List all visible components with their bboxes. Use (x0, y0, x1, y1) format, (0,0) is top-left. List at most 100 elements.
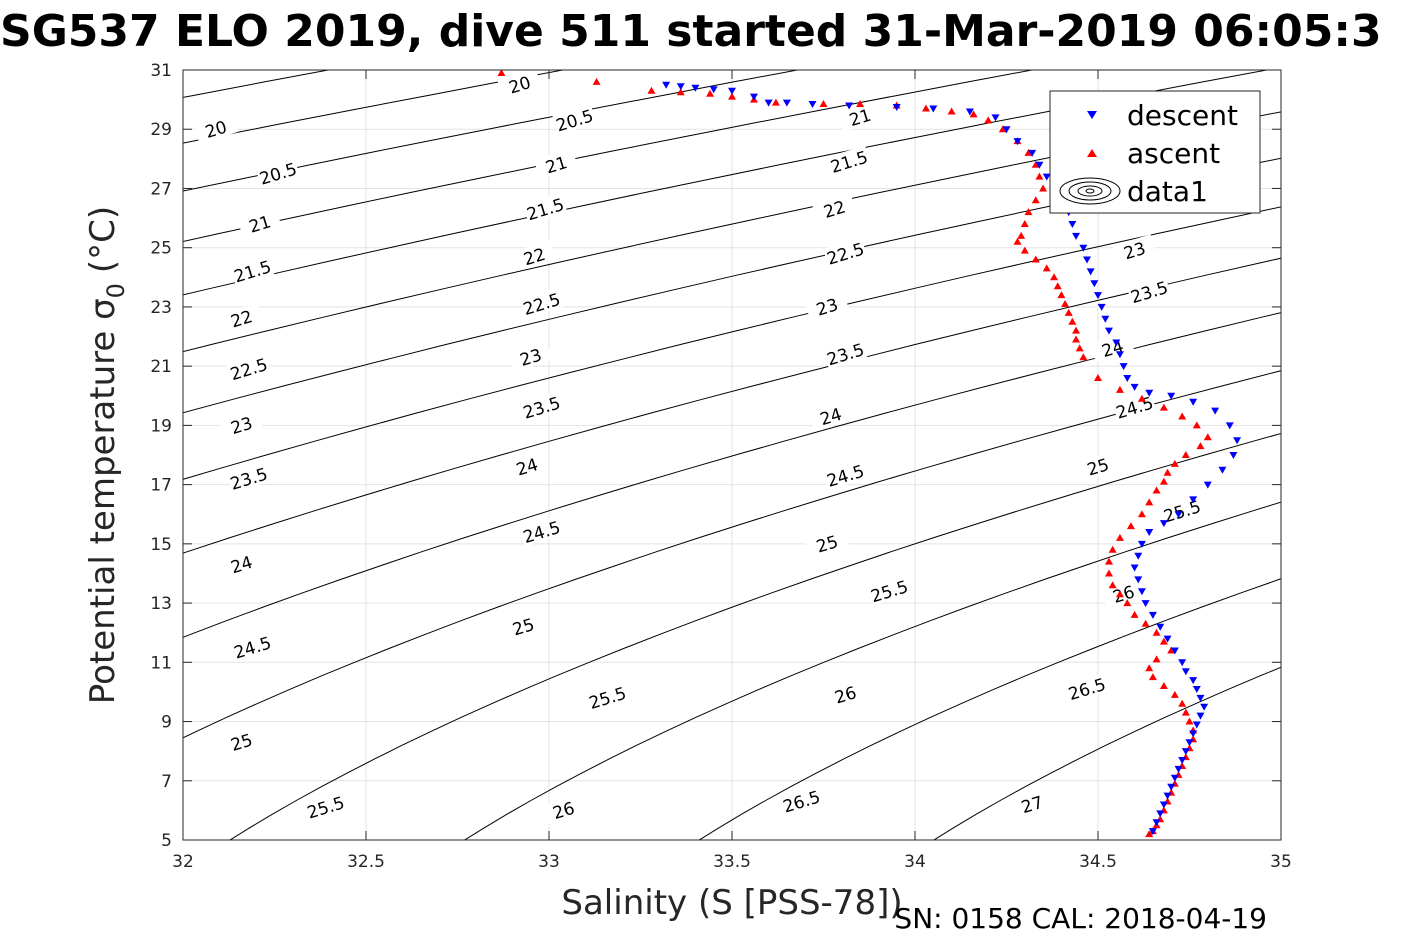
ascent-point (1042, 264, 1051, 272)
ascent-point (1094, 374, 1102, 381)
descent-point (1130, 383, 1139, 391)
y-tick-label: 31 (150, 61, 172, 81)
descent-point (1152, 819, 1161, 827)
descent-point (1181, 668, 1190, 676)
ascent-point (1181, 708, 1190, 716)
contour-label-bg (219, 725, 264, 757)
ascent-point (1126, 522, 1135, 530)
ascent-point (1192, 421, 1201, 429)
ascent-point (1145, 664, 1154, 672)
ascent-point (1017, 231, 1026, 239)
descent-point (1104, 327, 1113, 335)
contour-label-bg (219, 409, 264, 440)
descent-point (1086, 268, 1095, 276)
descent-point (1211, 407, 1220, 415)
descent-point (1156, 810, 1165, 818)
y-tick-label: 13 (150, 594, 172, 614)
y-axis-label-main: Potential temperature σ (83, 298, 123, 704)
descent-point (1137, 540, 1146, 548)
ascent-point (921, 104, 930, 112)
isopycnal-21 (183, 70, 801, 192)
descent-point (1181, 748, 1190, 756)
contour-label-bg (230, 255, 275, 286)
descent-point (1225, 422, 1234, 430)
descent-point (782, 99, 791, 107)
descent-point (676, 83, 685, 91)
descent-point (1083, 256, 1092, 264)
contour-label-bg (255, 157, 300, 189)
ascent-point (1024, 208, 1033, 216)
contour-label-bg (808, 400, 853, 431)
ascent-point (706, 89, 715, 97)
y-tick-label: 25 (150, 239, 172, 259)
contour-label-bg (1064, 672, 1109, 704)
ascent-point (728, 92, 736, 100)
contour-label-bg (541, 794, 586, 825)
legend: descent ascent data1 (1049, 90, 1261, 214)
y-tick-label: 29 (150, 120, 172, 140)
contour-label-bg (533, 148, 579, 180)
ascent-point (1115, 385, 1124, 393)
isopycnal-22.5 (183, 111, 1281, 353)
ascent-point (1057, 291, 1066, 299)
descent-point (1233, 437, 1242, 445)
contour-label-bg (237, 207, 282, 239)
ascent-point (1123, 599, 1132, 607)
ascent-point (1145, 830, 1154, 838)
contour-label-bg (1112, 234, 1157, 266)
descent-point (1097, 303, 1106, 311)
ascent-point (1031, 160, 1040, 168)
ascent-point (1061, 299, 1070, 307)
y-tick-label: 21 (150, 357, 172, 377)
descent-point (1159, 520, 1168, 528)
isopycnal-25.5 (229, 432, 1281, 840)
contour-label-bg (501, 610, 546, 642)
descent-point (808, 101, 817, 109)
isopycnal-24 (183, 257, 1281, 554)
contour-label-bg (497, 68, 542, 100)
contour-label-bg (504, 450, 549, 482)
contour-label-bg (522, 192, 568, 224)
ascent-point (1020, 246, 1029, 254)
descent-point (1123, 375, 1132, 382)
ascent-point (1068, 317, 1077, 325)
legend-data1-label: data1 (1127, 175, 1208, 208)
descent-point (1189, 730, 1198, 738)
isopycnal-23.5 (183, 206, 1281, 480)
ascent-point (1104, 557, 1113, 565)
ascent-point (1178, 699, 1187, 707)
contour-label-bg (823, 459, 868, 491)
ascent-point (1108, 545, 1117, 553)
contour-label-bg (519, 287, 564, 319)
descent-point (1094, 292, 1102, 300)
y-axis-label-subscript: 0 (102, 283, 130, 298)
y-tick-label: 27 (150, 179, 172, 199)
descent-point (1196, 694, 1205, 702)
descent-point (1119, 363, 1128, 371)
descent-point (929, 105, 938, 113)
descent-point (965, 108, 974, 116)
descent-point (691, 84, 700, 92)
contour-label-bg (826, 145, 871, 177)
ascent-point (1145, 498, 1154, 506)
legend-descent-label: descent (1127, 99, 1238, 132)
ascent-point (1163, 468, 1172, 476)
contour-label-bg (519, 515, 564, 547)
ascent-point (984, 116, 993, 124)
contour-label-bg (226, 352, 271, 384)
descent-point (1200, 703, 1209, 711)
contour-label-bg (230, 631, 275, 662)
legend-descent-marker (1087, 111, 1097, 119)
ascent-point (676, 88, 685, 96)
descent-point (1167, 392, 1176, 400)
legend-ascent-marker (1087, 149, 1097, 157)
ascent-point (1152, 628, 1161, 636)
y-tick-label: 19 (150, 416, 172, 436)
x-tick-label: 32 (172, 852, 194, 872)
contour-label-bg (219, 548, 264, 580)
ascent-point (1159, 403, 1168, 411)
isopycnal-25 (183, 370, 1281, 739)
descent-point (1196, 712, 1205, 720)
descent-point (1170, 647, 1179, 655)
ascent-point (1104, 569, 1113, 577)
